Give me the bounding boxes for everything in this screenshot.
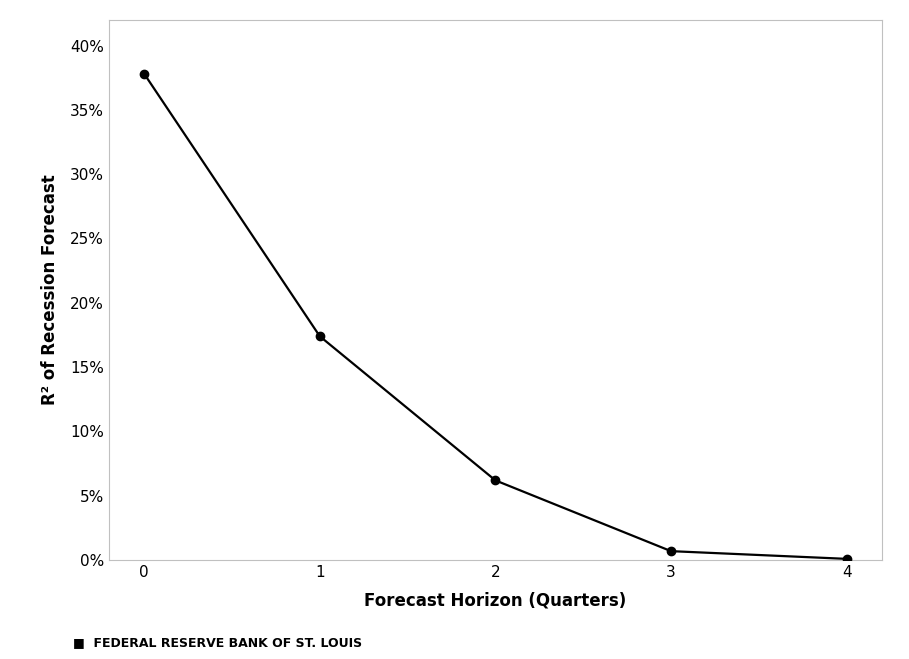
Y-axis label: R² of Recession Forecast: R² of Recession Forecast xyxy=(41,175,59,405)
Text: ■  FEDERAL RESERVE BANK OF ST. LOUIS: ■ FEDERAL RESERVE BANK OF ST. LOUIS xyxy=(73,636,362,649)
X-axis label: Forecast Horizon (Quarters): Forecast Horizon (Quarters) xyxy=(365,591,626,609)
